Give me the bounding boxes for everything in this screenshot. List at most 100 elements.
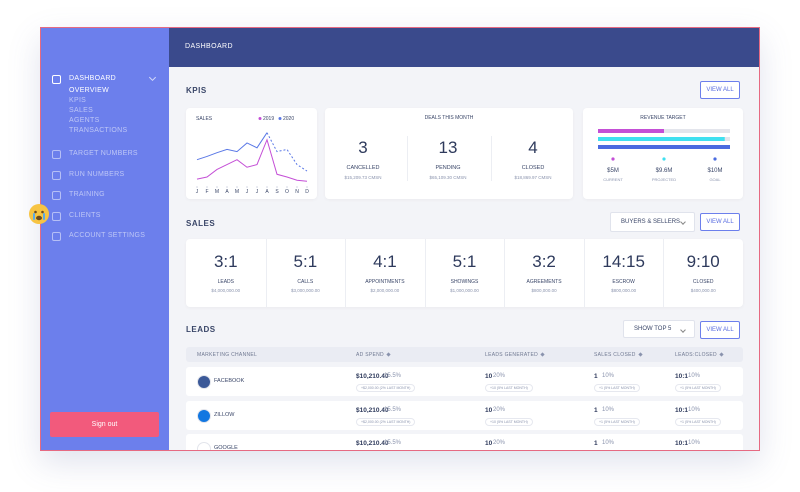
divider bbox=[663, 239, 665, 307]
stat-amount: $2,000,000.00 bbox=[370, 288, 400, 293]
cell-value: $10,210.40 bbox=[356, 440, 389, 447]
cell-value: 10:1 bbox=[675, 373, 689, 380]
cell-value: 1 bbox=[594, 406, 598, 414]
x-tick-label: O bbox=[285, 189, 289, 195]
cell-value: $10,210.40 bbox=[356, 373, 389, 380]
channel-icon bbox=[197, 408, 211, 423]
submenu-item[interactable]: AGENTS bbox=[69, 117, 100, 124]
cell-change: +1 (5% LAST MONTH) bbox=[594, 384, 640, 392]
sort-icon[interactable] bbox=[386, 352, 391, 357]
dashboard-icon bbox=[52, 75, 61, 84]
cell-percent: 15.5% bbox=[384, 440, 402, 446]
legend-label: 2019 bbox=[263, 116, 274, 122]
bar-name: PROJECTED bbox=[652, 177, 676, 182]
x-tick-label: M bbox=[215, 189, 219, 195]
menu-icon bbox=[52, 232, 61, 241]
legend-dot bbox=[278, 117, 282, 120]
menu-item[interactable]: RUN NUMBERS bbox=[69, 170, 125, 178]
menu-title[interactable]: DASHBOARD bbox=[69, 75, 117, 82]
cell-value: 1 bbox=[594, 440, 598, 447]
x-tick-dot bbox=[266, 186, 268, 188]
column-header: MARKETING CHANNEL bbox=[197, 352, 258, 358]
bar-value: $5M bbox=[607, 168, 619, 174]
x-tick-label: J bbox=[196, 189, 199, 195]
legend-dot bbox=[662, 157, 666, 161]
column-header[interactable]: SALES CLOSED bbox=[594, 352, 643, 358]
menu-item[interactable]: ACCOUNT SETTINGS bbox=[69, 232, 146, 239]
main-content: KPIS VIEW ALL SALES 2019 2020 J F M A M J J A S O N D … bbox=[169, 67, 759, 450]
filter-dropdown[interactable]: BUYERS & SELLERS bbox=[610, 212, 695, 232]
x-tick-dot bbox=[206, 186, 208, 188]
revenue-card: REVENUE TARGET $5M CURRENT $9.6M PROJECTED $… bbox=[583, 108, 743, 199]
card-title: DEALS THIS MONTH bbox=[424, 115, 474, 121]
x-tick-label: J bbox=[256, 189, 259, 195]
stat-amount: $800,000.00 bbox=[611, 288, 637, 293]
menu-icon bbox=[52, 191, 61, 200]
table-row: ZILLOW $10,210.40 15.5% +$2,000.00 (2% LAST… bbox=[186, 400, 743, 430]
column-header[interactable]: LEADS:CLOSED bbox=[675, 352, 724, 358]
bar bbox=[598, 137, 725, 141]
filter-dropdown[interactable]: SHOW TOP 5 bbox=[623, 320, 695, 338]
x-tick-label: M bbox=[235, 189, 239, 195]
cell-change: +10 (5% LAST MONTH) bbox=[485, 384, 533, 392]
cell-value: 10:1 bbox=[675, 440, 689, 447]
cell-percent: 10% bbox=[688, 406, 701, 413]
column-header[interactable]: AD SPEND bbox=[356, 352, 391, 358]
bar-name: GOAL bbox=[709, 177, 721, 182]
view-all-button[interactable]: VIEW ALL bbox=[700, 321, 740, 339]
channel-name: ZILLOW bbox=[214, 411, 235, 418]
view-all-button[interactable]: VIEW ALL bbox=[700, 81, 740, 99]
legend-dot bbox=[611, 157, 615, 161]
stat-label: AGREEMENTS bbox=[526, 279, 562, 285]
table-row: FACEBOOK $10,210.40 15.5% +$2,000.00 (2% LA… bbox=[186, 367, 743, 396]
divider bbox=[345, 239, 347, 307]
channel-name: FACEBOOK bbox=[214, 378, 245, 384]
x-tick-dot bbox=[196, 186, 198, 188]
submenu-item[interactable]: SALES bbox=[69, 107, 94, 114]
menu-icon bbox=[52, 150, 61, 159]
column-header[interactable]: LEADS GENERATED bbox=[485, 352, 545, 358]
menu-item[interactable]: TRAINING bbox=[69, 191, 105, 198]
divider bbox=[407, 136, 408, 181]
menu-item[interactable]: CLIENTS bbox=[69, 211, 101, 219]
deal-count: 13 bbox=[438, 138, 458, 157]
deal-commission: $65,109.30 CMSN bbox=[429, 175, 467, 180]
table-header: MARKETING CHANNEL AD SPEND LEADS GENERATED… bbox=[186, 347, 743, 362]
stat-ratio: 5:1 bbox=[293, 252, 318, 271]
channel-icon bbox=[197, 375, 211, 389]
submenu-item[interactable]: OVERVIEW bbox=[69, 87, 110, 94]
cell-value: 10 bbox=[485, 440, 493, 447]
cell-value: $10,210.40 bbox=[356, 406, 389, 414]
cell-percent: 20% bbox=[493, 373, 506, 379]
stat-ratio: 3:2 bbox=[532, 252, 556, 271]
cell-change: +1 (5% LAST MONTH) bbox=[675, 417, 721, 426]
cell-value: 10:1 bbox=[675, 406, 689, 414]
x-tick-dot bbox=[296, 186, 298, 188]
deal-commission: $18,869.97 CMSN bbox=[514, 175, 552, 180]
sort-icon[interactable] bbox=[638, 352, 643, 357]
deal-commission: $15,209.73 CMSN bbox=[344, 175, 382, 180]
cell-percent: 10% bbox=[602, 373, 615, 379]
cell-percent: 10% bbox=[688, 440, 701, 446]
sort-icon[interactable] bbox=[719, 352, 724, 357]
sort-icon[interactable] bbox=[540, 352, 545, 357]
divider bbox=[424, 239, 426, 307]
menu-item[interactable]: TARGET NUMBERS bbox=[69, 150, 138, 157]
revenue-bars: $5M CURRENT $9.6M PROJECTED $10M GOAL bbox=[598, 129, 730, 182]
sign-out-button[interactable]: Sign out bbox=[50, 412, 159, 437]
sales-chart-card: SALES 2019 2020 J F M A M J J A S O N D bbox=[186, 108, 317, 199]
stat-ratio: 4:1 bbox=[373, 252, 397, 271]
deal-label: CLOSED bbox=[521, 165, 545, 171]
submenu-item[interactable]: TRANSACTIONS bbox=[69, 127, 128, 134]
divider bbox=[265, 239, 267, 307]
series-line bbox=[266, 132, 308, 172]
submenu-item[interactable]: KPIS bbox=[69, 97, 87, 104]
deals-card: DEALS THIS MONTH 3 CANCELLED $15,209.73 CM… bbox=[325, 108, 573, 199]
stat-amount: $4,000,000.00 bbox=[211, 288, 241, 293]
divider bbox=[504, 239, 506, 307]
x-tick-label: D bbox=[305, 189, 309, 195]
view-all-button[interactable]: VIEW ALL bbox=[700, 213, 740, 231]
bar-value: $9.6M bbox=[656, 168, 673, 174]
cell-percent: 15.5% bbox=[384, 406, 402, 413]
